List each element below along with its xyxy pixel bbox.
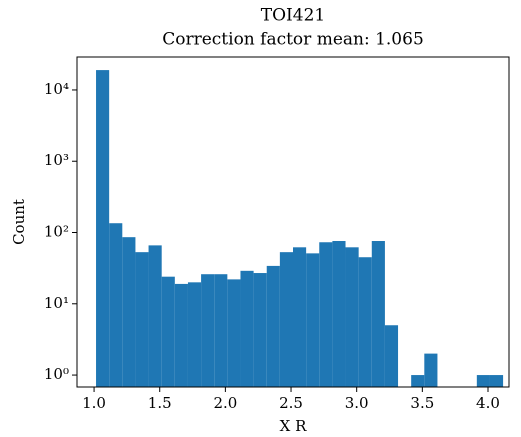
bar: [240, 270, 254, 387]
bar: [332, 241, 346, 387]
bar: [227, 279, 241, 387]
bar: [174, 283, 188, 387]
bar: [358, 257, 372, 387]
y-tick-label: 10¹: [44, 294, 69, 312]
y-tick-label: 10²: [44, 223, 69, 241]
x-tick-label: 3.0: [345, 394, 369, 412]
bar: [306, 253, 320, 387]
bar: [384, 325, 399, 387]
chart-subtitle: Correction factor mean: 1.065: [162, 30, 424, 50]
plot-frame: [76, 56, 510, 388]
y-tick-label: 10⁰: [44, 365, 69, 383]
x-tick-label: 4.0: [476, 394, 500, 412]
bar: [266, 265, 280, 387]
bar: [161, 276, 175, 387]
bar: [253, 273, 267, 387]
bar: [214, 274, 228, 387]
bar: [293, 247, 307, 387]
bar: [135, 252, 149, 387]
bar: [201, 274, 215, 387]
bar: [109, 223, 123, 387]
chart-title: TOI421: [261, 6, 325, 26]
bar: [371, 241, 385, 387]
x-tick-label: 1.0: [82, 394, 106, 412]
x-tick-label: 1.5: [148, 394, 172, 412]
bar: [489, 375, 504, 387]
bar: [345, 247, 359, 387]
bar: [411, 375, 425, 387]
bar: [122, 237, 136, 387]
bar: [96, 70, 110, 387]
x-tick-label: 2.0: [213, 394, 237, 412]
bar: [187, 282, 202, 387]
x-tick-label: 2.5: [279, 394, 303, 412]
x-axis-label: X R: [280, 417, 307, 435]
y-tick-label: 10⁴: [44, 80, 69, 98]
bar: [148, 245, 162, 387]
bar: [319, 242, 333, 387]
y-tick-label: 10³: [44, 151, 69, 169]
x-tick-label: 3.5: [410, 394, 434, 412]
bar: [424, 353, 438, 387]
bar: [476, 375, 490, 387]
y-axis-label: Count: [10, 199, 28, 245]
bar: [279, 252, 293, 387]
